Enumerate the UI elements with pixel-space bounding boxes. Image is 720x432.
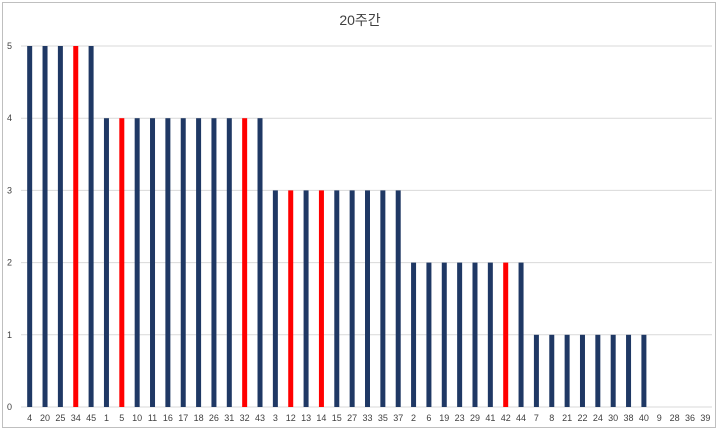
bar-29 — [472, 262, 478, 407]
x-tick-label: 27 — [347, 413, 357, 423]
x-tick-label: 4 — [27, 413, 32, 423]
x-tick-label: 10 — [132, 413, 142, 423]
x-tick-label: 14 — [316, 413, 326, 423]
x-tick-label: 22 — [577, 413, 587, 423]
x-tick-label: 2 — [411, 413, 416, 423]
x-tick-label: 34 — [71, 413, 81, 423]
bar-40 — [641, 334, 647, 407]
bar-24 — [595, 334, 601, 407]
bar-25 — [57, 46, 63, 407]
bar-41 — [487, 262, 493, 407]
bar-2 — [411, 262, 417, 407]
x-tick-label: 37 — [393, 413, 403, 423]
x-tick-label: 11 — [148, 413, 157, 423]
bar-45 — [88, 46, 94, 407]
x-tick-label: 32 — [240, 413, 250, 423]
bar-6 — [426, 262, 432, 407]
y-tick-label: 2 — [7, 258, 12, 268]
bar-43 — [257, 118, 263, 407]
x-tick-label: 33 — [362, 413, 372, 423]
x-tick-label: 15 — [332, 413, 342, 423]
x-tick-label: 42 — [501, 413, 511, 423]
bar-26 — [211, 118, 217, 407]
bar-12 — [288, 190, 294, 407]
x-tick-label: 36 — [685, 413, 695, 423]
bar-22 — [579, 334, 585, 407]
x-tick-label: 3 — [273, 413, 278, 423]
x-tick-label: 26 — [209, 413, 219, 423]
bar-31 — [226, 118, 232, 407]
bar-11 — [150, 118, 156, 407]
bar-7 — [533, 334, 539, 407]
bar-18 — [196, 118, 202, 407]
x-tick-label: 38 — [624, 413, 634, 423]
bar-15 — [334, 190, 340, 407]
bar-17 — [180, 118, 186, 407]
x-tick-label: 17 — [178, 413, 188, 423]
x-tick-label: 1 — [104, 413, 109, 423]
x-tick-label: 21 — [562, 413, 572, 423]
bar-21 — [564, 334, 570, 407]
x-tick-label: 13 — [301, 413, 311, 423]
y-tick-label: 3 — [7, 185, 12, 195]
bar-33 — [365, 190, 370, 407]
y-tick-label: 4 — [7, 113, 12, 123]
bar-34 — [73, 46, 79, 407]
bar-10 — [134, 118, 140, 407]
x-tick-label: 8 — [549, 413, 554, 423]
x-tick-label: 23 — [455, 413, 465, 423]
x-tick-label: 25 — [55, 413, 65, 423]
bar-37 — [395, 190, 401, 407]
x-tick-label: 35 — [378, 413, 388, 423]
bar-23 — [457, 262, 463, 407]
x-tick-label: 43 — [255, 413, 265, 423]
x-tick-label: 28 — [670, 413, 680, 423]
bar-30 — [610, 334, 616, 407]
x-tick-label: 6 — [426, 413, 431, 423]
y-tick-label: 0 — [7, 402, 12, 412]
x-tick-label: 24 — [593, 413, 603, 423]
x-tick-label: 45 — [86, 413, 96, 423]
bar-14 — [318, 190, 324, 407]
chart-title: 20주간 — [339, 12, 381, 28]
x-tick-label: 31 — [224, 413, 234, 423]
x-tick-label: 29 — [470, 413, 480, 423]
x-tick-label: 19 — [439, 413, 449, 423]
bar-20 — [42, 46, 48, 407]
bar-13 — [303, 190, 309, 407]
x-tick-label: 30 — [608, 413, 618, 423]
x-tick-label: 41 — [485, 413, 495, 423]
bar-3 — [272, 190, 278, 407]
y-tick-label: 5 — [7, 41, 12, 51]
x-tick-label: 16 — [163, 413, 173, 423]
bar-16 — [165, 118, 171, 407]
x-tick-label: 39 — [700, 413, 710, 423]
bar-42 — [503, 262, 509, 407]
x-tick-label: 40 — [639, 413, 649, 423]
x-tick-label: 20 — [40, 413, 50, 423]
bar-4 — [27, 46, 33, 407]
bar-1 — [103, 118, 109, 407]
bar-19 — [441, 262, 447, 407]
bar-44 — [518, 262, 524, 407]
bar-35 — [380, 190, 386, 407]
bar-8 — [549, 334, 555, 407]
bar-5 — [119, 118, 125, 407]
bar-32 — [242, 118, 248, 407]
x-tick-label: 5 — [119, 413, 124, 423]
x-tick-label: 44 — [516, 413, 526, 423]
bar-27 — [349, 190, 355, 407]
x-tick-label: 18 — [194, 413, 204, 423]
y-tick-label: 1 — [7, 330, 12, 340]
x-tick-label: 12 — [286, 413, 296, 423]
x-tick-label: 9 — [657, 413, 662, 423]
bar-38 — [626, 334, 632, 407]
x-tick-label: 7 — [534, 413, 539, 423]
